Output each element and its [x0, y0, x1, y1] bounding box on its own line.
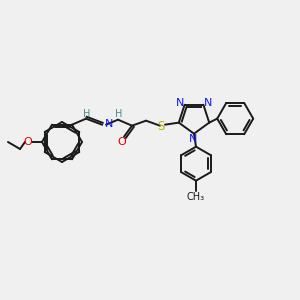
Text: N: N [105, 119, 113, 129]
Text: S: S [157, 120, 165, 133]
Text: N: N [176, 98, 184, 108]
Text: O: O [24, 137, 32, 147]
Text: H: H [83, 109, 91, 119]
Text: O: O [118, 137, 126, 147]
Text: H: H [115, 109, 123, 119]
Text: N: N [204, 98, 213, 108]
Text: N: N [189, 134, 197, 144]
Text: CH₃: CH₃ [187, 192, 205, 202]
